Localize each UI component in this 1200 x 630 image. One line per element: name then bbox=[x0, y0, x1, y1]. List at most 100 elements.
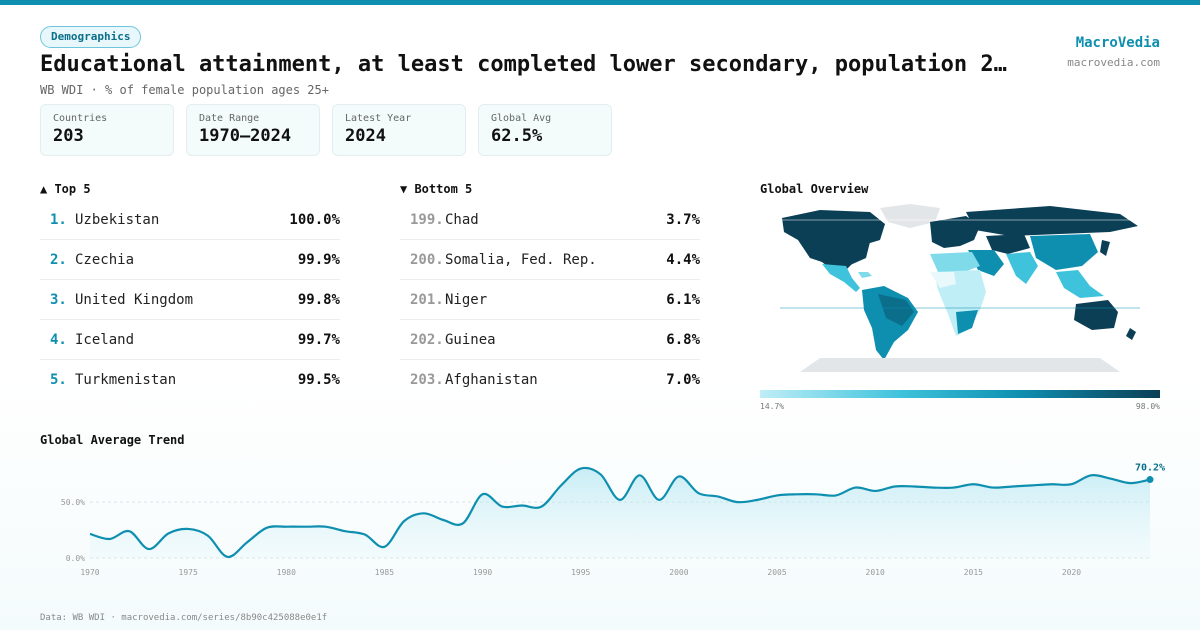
map-region-usa[interactable] bbox=[808, 242, 870, 266]
category-badge[interactable]: Demographics bbox=[40, 26, 142, 48]
map-region-caribbean[interactable] bbox=[858, 272, 872, 278]
country-name: United Kingdom bbox=[75, 292, 194, 308]
x-tick-label: 1980 bbox=[277, 568, 296, 577]
x-tick-label: 1990 bbox=[473, 568, 492, 577]
country-value: 6.8% bbox=[666, 332, 700, 348]
stat-label: Latest Year bbox=[345, 113, 412, 124]
rank-number: 201. bbox=[410, 292, 444, 308]
map-legend-min: 14.7% bbox=[760, 402, 785, 411]
country-value: 99.7% bbox=[297, 332, 340, 348]
list-item[interactable]: 203. Afghanistan 7.0% bbox=[400, 360, 700, 400]
trend-line[interactable] bbox=[89, 466, 1151, 558]
map-region-west-africa[interactable] bbox=[930, 272, 956, 288]
stat-value: 62.5% bbox=[491, 126, 543, 146]
map-region-north-america[interactable] bbox=[782, 210, 885, 270]
stat-label: Global Avg bbox=[491, 113, 552, 124]
list-item[interactable]: 2. Czechia 99.9% bbox=[40, 240, 340, 280]
bottom5-list: 199. Chad 3.7% 200. Somalia, Fed. Rep. 4… bbox=[400, 200, 700, 400]
page-subtitle: WB WDI · % of female population ages 25+ bbox=[40, 83, 329, 97]
stats-row: Countries 203 Date Range 1970–2024 Lates… bbox=[40, 104, 612, 156]
list-item[interactable]: 200. Somalia, Fed. Rep. 4.4% bbox=[400, 240, 700, 280]
country-name: Niger bbox=[445, 292, 488, 308]
map-legend-max: 98.0% bbox=[1135, 402, 1160, 411]
trend-last-point[interactable] bbox=[1146, 476, 1154, 484]
rank-number: 1. bbox=[50, 212, 67, 228]
map-region-new-zealand[interactable] bbox=[1126, 328, 1136, 340]
trend-title: Global Average Trend bbox=[40, 433, 185, 447]
rank-number: 5. bbox=[50, 372, 67, 388]
y-tick-label: 50.0% bbox=[61, 498, 85, 507]
country-value: 99.5% bbox=[297, 372, 340, 388]
brand-logo[interactable]: MacroVedia bbox=[1075, 35, 1160, 51]
rank-number: 202. bbox=[410, 332, 444, 348]
country-value: 3.7% bbox=[666, 212, 700, 228]
page-title: Educational attainment, at least complet… bbox=[40, 52, 1007, 77]
x-tick-label: 1970 bbox=[80, 568, 99, 577]
map-region-southeast-asia[interactable] bbox=[1056, 270, 1104, 298]
trend-chart[interactable]: 0.0% 50.0% 1970 1975 1980 1985 1990 1995 2000 200… bbox=[40, 455, 1170, 580]
top5-list: 1. Uzbekistan 100.0% 2. Czechia 99.9% 3.… bbox=[40, 200, 340, 400]
map-region-south-asia[interactable] bbox=[1006, 252, 1038, 284]
map-region-east-asia[interactable] bbox=[1030, 234, 1098, 270]
stat-card-date-range: Date Range 1970–2024 bbox=[186, 104, 320, 156]
x-tick-label: 2010 bbox=[866, 568, 885, 577]
footer-source: Data: WB WDI · macrovedia.com/series/8b9… bbox=[40, 613, 328, 623]
map-region-antarctica[interactable] bbox=[800, 358, 1120, 372]
map-region-japan[interactable] bbox=[1100, 240, 1110, 256]
x-tick-label: 2005 bbox=[767, 568, 786, 577]
map-region-russia[interactable] bbox=[966, 206, 1138, 236]
country-value: 7.0% bbox=[666, 372, 700, 388]
country-name: Chad bbox=[445, 212, 479, 228]
country-name: Somalia, Fed. Rep. bbox=[445, 252, 597, 268]
stat-card-global-avg: Global Avg 62.5% bbox=[478, 104, 612, 156]
country-name: Afghanistan bbox=[445, 372, 538, 388]
country-name: Turkmenistan bbox=[75, 372, 177, 388]
map-title: Global Overview bbox=[760, 182, 869, 196]
map-region-australia[interactable] bbox=[1074, 300, 1118, 330]
trend-last-label: 70.2% bbox=[1135, 463, 1165, 474]
stat-value: 2024 bbox=[345, 126, 386, 146]
x-tick-label: 1995 bbox=[571, 568, 590, 577]
x-tick-label: 2015 bbox=[964, 568, 983, 577]
country-value: 4.4% bbox=[666, 252, 700, 268]
list-item[interactable]: 4. Iceland 99.7% bbox=[40, 320, 340, 360]
stat-card-countries: Countries 203 bbox=[40, 104, 174, 156]
list-item[interactable]: 1. Uzbekistan 100.0% bbox=[40, 200, 340, 240]
y-tick-label: 0.0% bbox=[66, 554, 85, 563]
map-region-north-africa[interactable] bbox=[930, 252, 980, 272]
rank-number: 203. bbox=[410, 372, 444, 388]
stat-value: 1970–2024 bbox=[199, 126, 292, 146]
bottom5-title: ▼ Bottom 5 bbox=[400, 182, 473, 196]
list-item[interactable]: 3. United Kingdom 99.8% bbox=[40, 280, 340, 320]
country-name: Czechia bbox=[75, 252, 135, 268]
world-choropleth-map[interactable] bbox=[760, 200, 1160, 385]
x-tick-label: 1975 bbox=[179, 568, 198, 577]
stat-label: Date Range bbox=[199, 113, 260, 124]
map-region-europe[interactable] bbox=[930, 216, 980, 248]
map-region-central-asia[interactable] bbox=[986, 234, 1030, 254]
country-name: Uzbekistan bbox=[75, 212, 160, 228]
rank-number: 3. bbox=[50, 292, 67, 308]
rank-number: 200. bbox=[410, 252, 444, 268]
list-item[interactable]: 202. Guinea 6.8% bbox=[400, 320, 700, 360]
map-region-greenland[interactable] bbox=[880, 204, 940, 228]
country-value: 99.9% bbox=[297, 252, 340, 268]
map-region-southern-africa[interactable] bbox=[956, 310, 978, 334]
rank-number: 2. bbox=[50, 252, 67, 268]
x-tick-label: 2020 bbox=[1062, 568, 1081, 577]
brand-url[interactable]: macrovedia.com bbox=[1067, 56, 1160, 69]
x-tick-label: 2000 bbox=[669, 568, 688, 577]
list-item[interactable]: 201. Niger 6.1% bbox=[400, 280, 700, 320]
map-region-central-america[interactable] bbox=[822, 264, 860, 292]
map-region-brazil[interactable] bbox=[878, 294, 914, 326]
country-value: 99.8% bbox=[297, 292, 340, 308]
top-accent-bar bbox=[0, 0, 1200, 5]
country-value: 6.1% bbox=[666, 292, 700, 308]
rank-number: 4. bbox=[50, 332, 67, 348]
stat-label: Countries bbox=[53, 113, 108, 124]
list-item[interactable]: 5. Turkmenistan 99.5% bbox=[40, 360, 340, 400]
country-value: 100.0% bbox=[289, 212, 340, 228]
list-item[interactable]: 199. Chad 3.7% bbox=[400, 200, 700, 240]
map-region-middle-east[interactable] bbox=[968, 250, 1004, 276]
trend-area bbox=[90, 467, 1150, 558]
